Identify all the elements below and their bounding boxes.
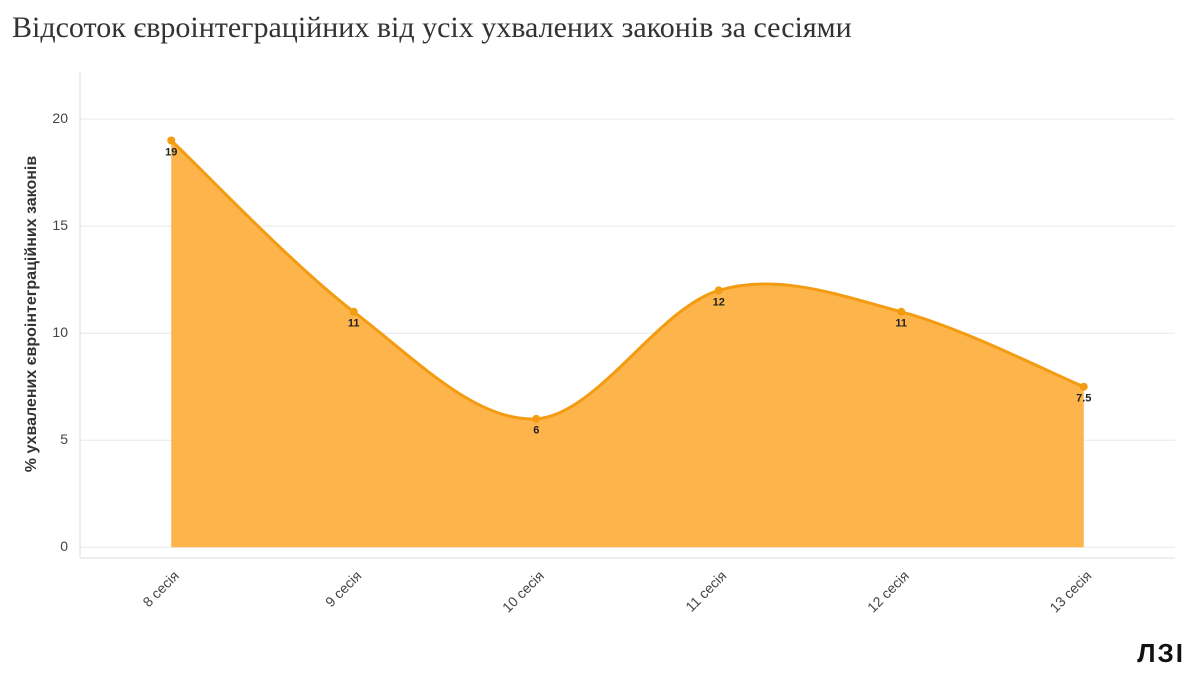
y-tick-label: 20	[52, 110, 68, 126]
x-tick-label: 8 сесія	[139, 567, 182, 610]
x-tick-label: 12 сесія	[864, 567, 912, 615]
y-tick-label: 10	[52, 324, 68, 340]
y-tick-label: 0	[60, 538, 68, 554]
value-label: 12	[713, 296, 725, 308]
value-label: 19	[165, 146, 177, 158]
chart-title: Відсоток євроінтеграційних від усіх ухва…	[12, 11, 852, 44]
logo: ЛЗІ	[1137, 638, 1185, 668]
x-tick-label: 13 сесія	[1046, 567, 1094, 615]
data-point	[897, 307, 906, 316]
value-label: 7.5	[1076, 393, 1091, 405]
y-tick-label: 5	[60, 431, 68, 447]
area	[171, 140, 1084, 548]
y-axis-title: % ухвалених євроінтеграційних законів	[23, 156, 40, 473]
data-point	[167, 136, 176, 145]
data-point	[349, 307, 358, 316]
x-tick-label: 11 сесія	[682, 567, 729, 614]
data-point	[714, 286, 723, 295]
data-point	[532, 414, 541, 423]
x-tick-label: 10 сесія	[499, 567, 547, 615]
value-label: 6	[533, 425, 539, 437]
x-tick-label: 9 сесія	[322, 567, 365, 610]
value-label: 11	[895, 318, 907, 330]
line	[170, 139, 1085, 421]
value-label: 11	[348, 318, 360, 330]
y-tick-label: 15	[52, 217, 68, 233]
data-point	[1079, 382, 1088, 391]
